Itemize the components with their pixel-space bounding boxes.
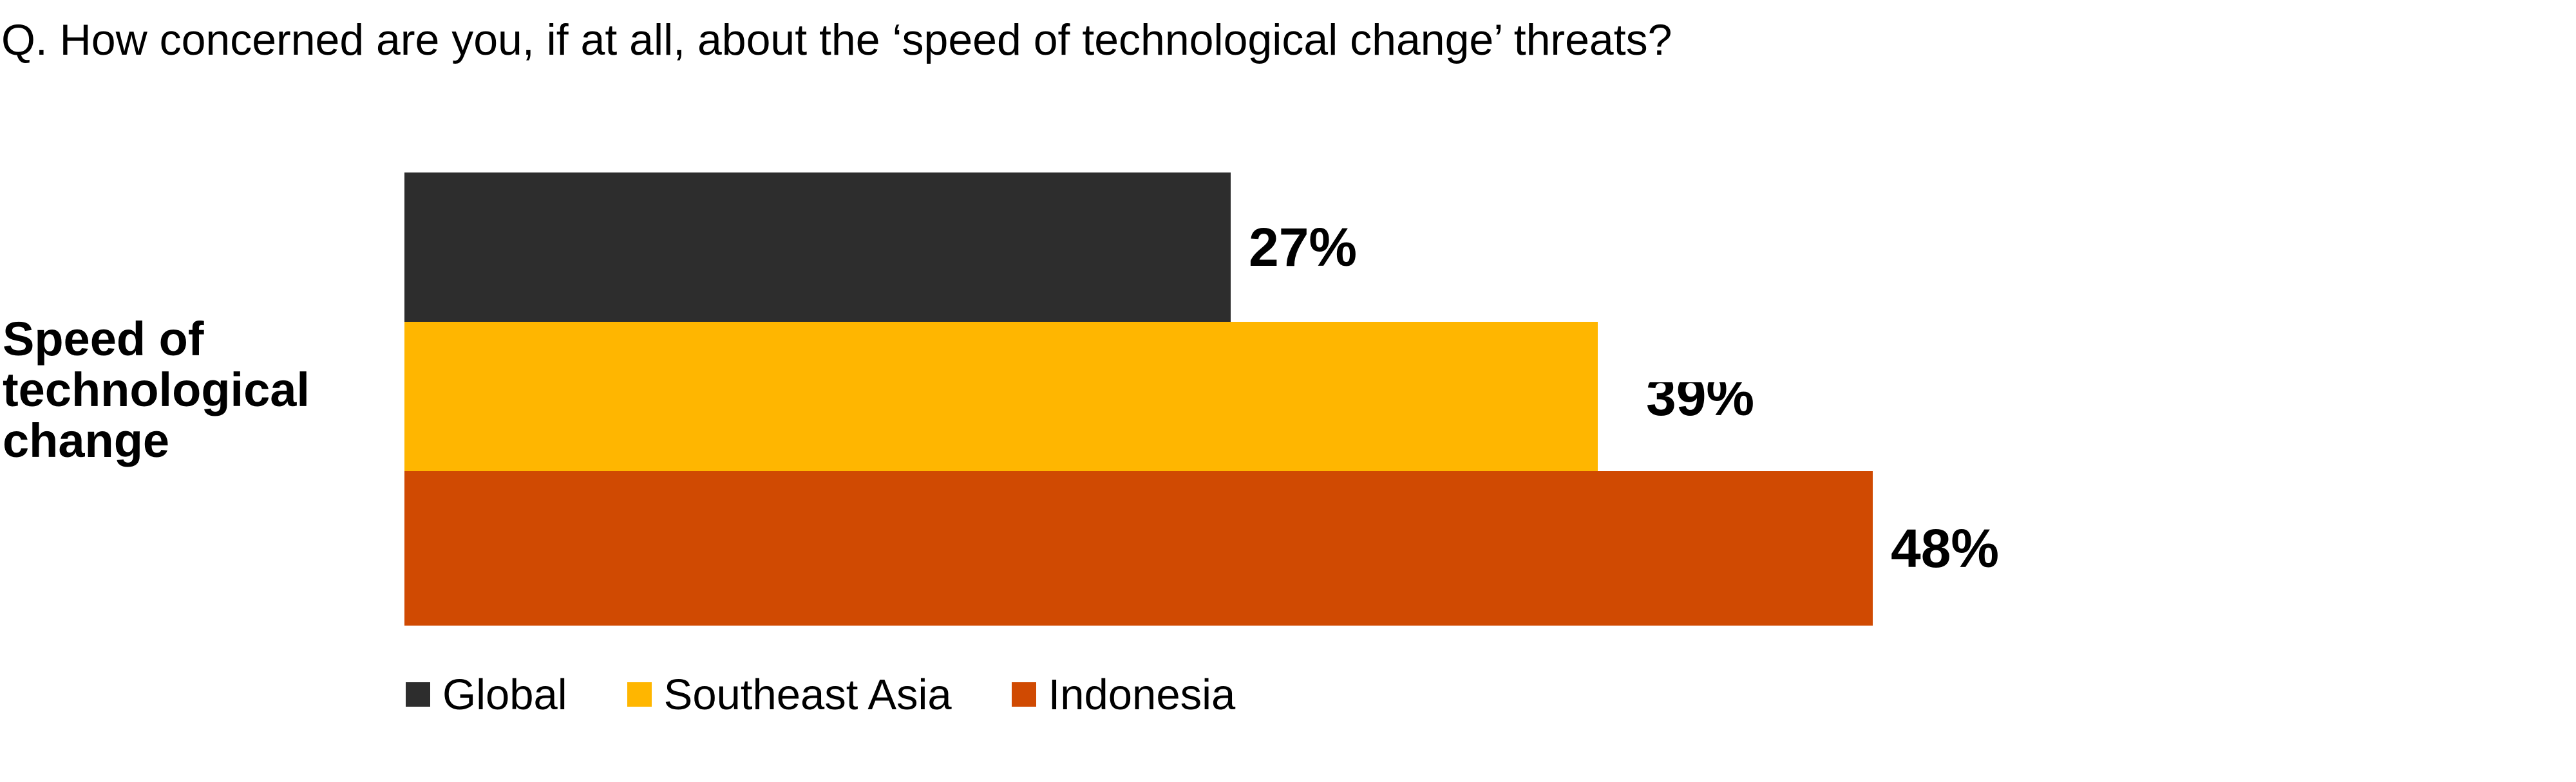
legend: Global Southeast Asia Indonesia	[406, 671, 1235, 719]
bar-southeast-asia	[404, 322, 1598, 471]
white-clip-overlay	[1599, 322, 1902, 382]
chart-question-title: Q. How concerned are you, if at all, abo…	[1, 15, 1672, 64]
legend-label-southeast-asia: Southeast Asia	[663, 670, 952, 719]
legend-label-indonesia: Indonesia	[1048, 670, 1236, 719]
bar-indonesia	[404, 471, 1873, 626]
value-label-global: 27%	[1249, 216, 1358, 277]
category-label: Speed of technological change	[3, 312, 310, 467]
bar-global	[404, 172, 1231, 322]
legend-item-southeast-asia: Southeast Asia	[627, 670, 952, 720]
legend-swatch-indonesia	[1011, 682, 1036, 707]
legend-label-global: Global	[442, 670, 567, 719]
legend-item-global: Global	[406, 670, 567, 720]
legend-item-indonesia: Indonesia	[1011, 670, 1236, 720]
legend-swatch-southeast-asia	[627, 682, 652, 707]
value-label-indonesia: 48%	[1891, 517, 2000, 579]
legend-swatch-global	[406, 682, 430, 707]
